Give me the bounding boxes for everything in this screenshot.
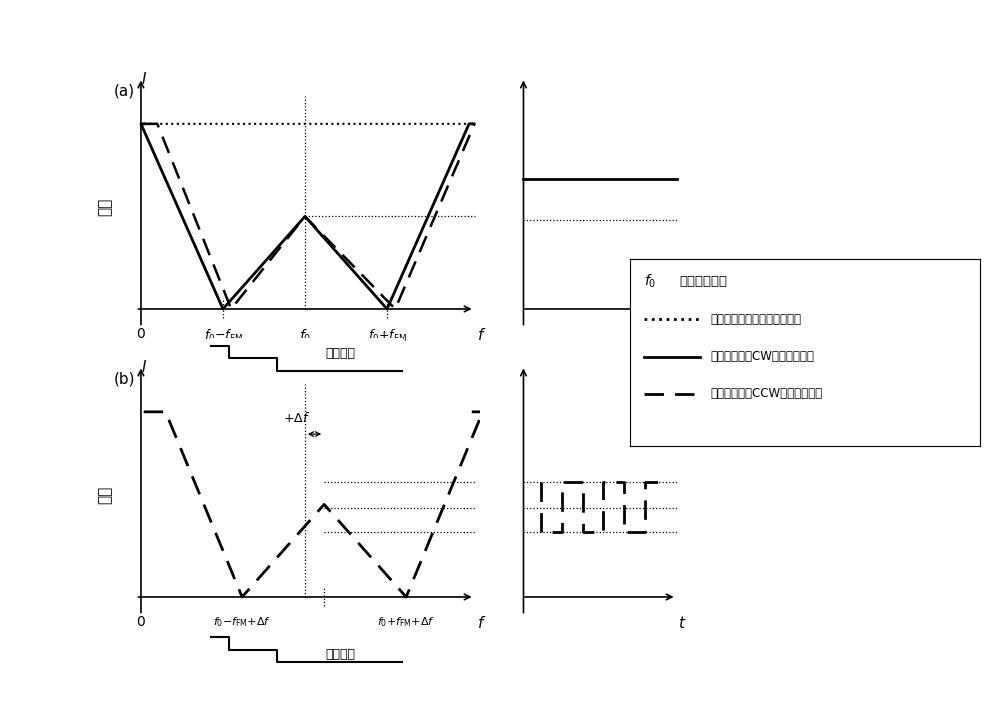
Text: (b): (b) — [114, 371, 135, 386]
Text: $f_0$$-$$f_\mathrm{FM}$: $f_0$$-$$f_\mathrm{FM}$ — [204, 328, 242, 343]
Text: $t$: $t$ — [678, 616, 687, 631]
Text: 频率调制: 频率调制 — [326, 648, 356, 661]
Text: $I$: $I$ — [141, 71, 147, 87]
Text: 锁频: 锁频 — [98, 198, 113, 216]
Text: 0: 0 — [137, 328, 145, 341]
Text: $f_0$$+$$f_\mathrm{FM}$$+$$\Delta f$: $f_0$$+$$f_\mathrm{FM}$$+$$\Delta f$ — [377, 616, 435, 629]
Text: 未加调制时谐振腔的谐振曲线: 未加调制时谐振腔的谐振曲线 — [710, 312, 802, 325]
Text: $f_0$: $f_0$ — [644, 273, 656, 290]
Text: $f$: $f$ — [477, 328, 487, 343]
Text: $t$: $t$ — [678, 328, 687, 343]
Text: 0: 0 — [137, 616, 145, 629]
Text: 加腔内调制后CW路的谐振曲线: 加腔内调制后CW路的谐振曲线 — [710, 350, 814, 363]
Text: $f$: $f$ — [477, 616, 487, 631]
Text: 检测: 检测 — [98, 486, 113, 504]
Text: $+\Delta f$: $+\Delta f$ — [283, 411, 310, 425]
Text: $I$: $I$ — [141, 359, 147, 375]
Text: 光源锁定频率: 光源锁定频率 — [679, 275, 727, 288]
Text: 加腔内调制后CCW路的谐振曲线: 加腔内调制后CCW路的谐振曲线 — [710, 387, 823, 400]
Text: (a): (a) — [114, 83, 135, 98]
Text: $f_0$: $f_0$ — [299, 328, 311, 345]
Text: 频率调制: 频率调制 — [326, 347, 356, 360]
Text: $f_0$$+$$f_\mathrm{FM}$: $f_0$$+$$f_\mathrm{FM}$ — [368, 328, 406, 343]
Text: $f_0$$-$$f_\mathrm{FM}$$+$$\Delta f$: $f_0$$-$$f_\mathrm{FM}$$+$$\Delta f$ — [213, 616, 271, 629]
